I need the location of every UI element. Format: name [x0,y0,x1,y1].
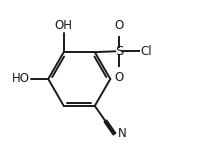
Text: S: S [115,45,123,58]
Text: OH: OH [55,19,73,32]
Text: O: O [114,19,123,32]
Text: Cl: Cl [140,45,152,58]
Text: N: N [118,127,126,140]
Text: HO: HO [12,73,30,85]
Text: O: O [114,71,123,84]
